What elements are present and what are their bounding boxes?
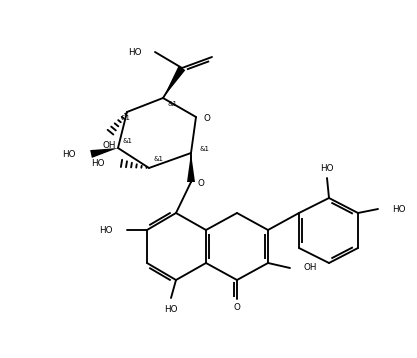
Polygon shape (90, 148, 118, 158)
Text: HO: HO (320, 164, 334, 173)
Text: &1: &1 (200, 146, 210, 152)
Text: HO: HO (164, 305, 178, 314)
Polygon shape (187, 153, 195, 182)
Text: &1: &1 (120, 115, 130, 121)
Text: HO: HO (128, 48, 142, 57)
Text: HO: HO (91, 159, 105, 168)
Text: OH: OH (304, 263, 317, 272)
Text: HO: HO (100, 226, 113, 234)
Text: &1: &1 (167, 101, 177, 107)
Polygon shape (163, 66, 186, 98)
Text: HO: HO (392, 204, 405, 213)
Text: O: O (198, 179, 205, 188)
Text: O: O (234, 304, 241, 313)
Text: HO: HO (63, 150, 76, 159)
Text: OH: OH (102, 140, 116, 150)
Text: &1: &1 (122, 138, 132, 144)
Text: &1: &1 (153, 156, 163, 162)
Text: O: O (204, 113, 211, 122)
